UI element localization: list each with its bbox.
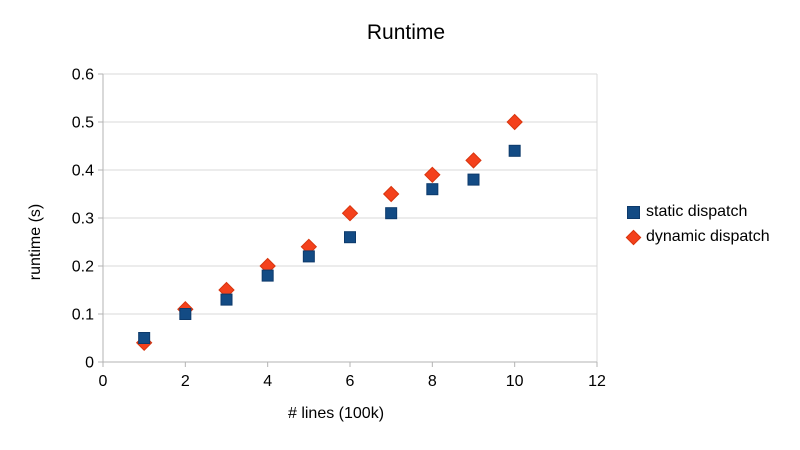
point-dynamic-dispatch-x8 (424, 166, 441, 184)
y-tick-label: 0.3 (72, 211, 94, 228)
x-tick-label: 2 (181, 373, 190, 390)
x-axis-title: # lines (100k) (287, 405, 385, 422)
point-static-dispatch-x9 (467, 173, 480, 186)
legend-item-dynamic-dispatch: dynamic dispatch (625, 225, 770, 249)
point-static-dispatch-x1 (138, 332, 151, 344)
y-tick-label: 0.2 (72, 259, 94, 276)
legend-label-dynamic-dispatch: dynamic dispatch (646, 228, 770, 245)
point-static-dispatch-x7 (385, 207, 398, 220)
x-tick-label: 6 (346, 373, 355, 390)
legend-item-static-dispatch: static dispatch (627, 200, 770, 224)
y-tick-label: 0 (85, 355, 94, 372)
point-static-dispatch-x5 (302, 250, 315, 263)
dynamic-dispatch-diamond-icon (625, 229, 642, 245)
y-tick-label: 0.4 (72, 163, 94, 180)
x-tick-label: 4 (263, 373, 272, 390)
point-dynamic-dispatch-x7 (382, 185, 400, 203)
y-tick-label: 0.6 (72, 67, 94, 84)
x-tick-label: 12 (588, 373, 606, 390)
point-static-dispatch-x8 (426, 183, 439, 196)
y-tick-label: 0.1 (72, 307, 94, 324)
point-dynamic-dispatch-x6 (341, 204, 359, 222)
x-tick-label: 8 (428, 373, 437, 390)
point-static-dispatch-x2 (179, 308, 192, 320)
y-tick-label: 0.5 (72, 115, 94, 132)
legend-label-static-dispatch: static dispatch (646, 203, 748, 220)
static-dispatch-square-icon (627, 205, 640, 219)
point-dynamic-dispatch-x9 (465, 152, 482, 169)
point-static-dispatch-x6 (344, 231, 356, 244)
legend: static dispatch dynamic dispatch (625, 200, 770, 249)
point-static-dispatch-x4 (261, 269, 274, 282)
point-dynamic-dispatch-x10 (506, 113, 523, 131)
x-tick-label: 0 (99, 373, 108, 390)
x-tick-label: 10 (506, 373, 524, 390)
point-static-dispatch-x10 (508, 144, 521, 157)
chart-title: Runtime (366, 21, 446, 44)
point-static-dispatch-x3 (220, 293, 233, 306)
